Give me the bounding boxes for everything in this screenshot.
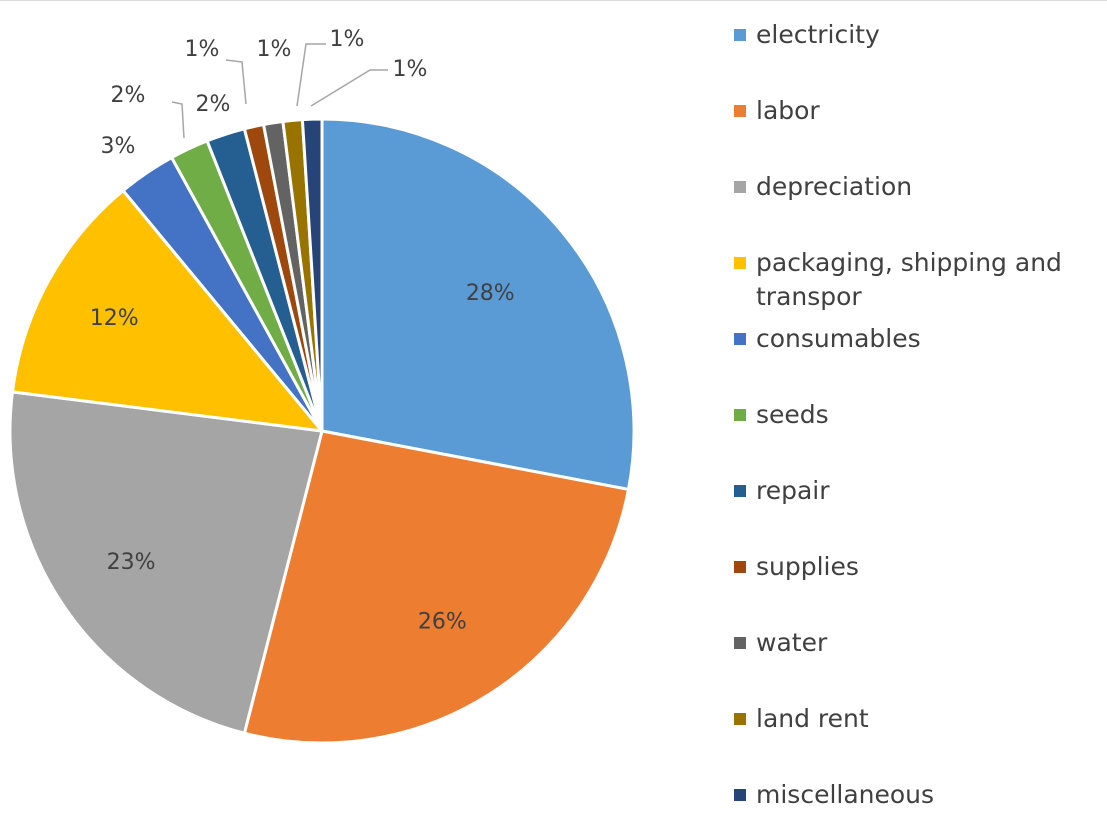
- legend-label: seeds: [756, 400, 829, 429]
- leader-line: [171, 101, 185, 139]
- pie-slice-depreciation: [8, 390, 324, 736]
- pie-slice-labor: [242, 429, 631, 745]
- legend-label: water: [756, 628, 828, 657]
- legend-label: consumables: [756, 324, 921, 353]
- legend-label: labor: [756, 96, 820, 125]
- legend-label: repair: [756, 476, 830, 505]
- legend-label: depreciation: [756, 172, 913, 201]
- data-label: 23%: [107, 550, 156, 575]
- top-border: [0, 0, 1107, 1]
- pie-slice-miscellaneous: [300, 117, 324, 432]
- pie-slice-electricity: [320, 117, 636, 492]
- data-label: 26%: [418, 610, 467, 635]
- leader-line: [296, 43, 326, 107]
- legend: electricity labor depreciation packaging, s…: [734, 0, 1107, 813]
- legend-swatch: [734, 409, 746, 421]
- data-label: 12%: [90, 306, 139, 331]
- data-label: 1%: [393, 57, 428, 82]
- data-label: 2%: [196, 92, 231, 117]
- legend-swatch: [734, 713, 746, 725]
- legend-label: land rent: [756, 704, 869, 733]
- data-label: 1%: [185, 37, 220, 62]
- data-label: 3%: [101, 134, 136, 159]
- legend-swatch: [734, 561, 746, 573]
- legend-label: miscellaneous: [756, 780, 935, 809]
- legend-swatch: [734, 789, 746, 801]
- legend-label: packaging, shipping and transpor: [756, 248, 1062, 311]
- data-label: 2%: [111, 83, 146, 108]
- legend-swatch: [734, 637, 746, 649]
- legend-label: electricity: [756, 20, 880, 49]
- legend-swatch: [734, 29, 746, 41]
- legend-label: supplies: [756, 552, 859, 581]
- data-label: 1%: [257, 37, 292, 62]
- data-label: 1%: [330, 27, 365, 52]
- pie-slice-packaging-shipping-and-transpor: [10, 188, 326, 433]
- legend-swatch: [734, 105, 746, 117]
- legend-swatch: [734, 485, 746, 497]
- legend-swatch: [734, 333, 746, 345]
- legend-swatch: [734, 257, 746, 269]
- pie-plot-area: 28% 26% 23% 12% 3% 2% 2% 1% 1% 1% 1%: [8, 27, 636, 745]
- leader-line: [310, 69, 388, 107]
- data-label: 28%: [466, 281, 515, 306]
- leader-line: [225, 59, 247, 105]
- legend-swatch: [734, 181, 746, 193]
